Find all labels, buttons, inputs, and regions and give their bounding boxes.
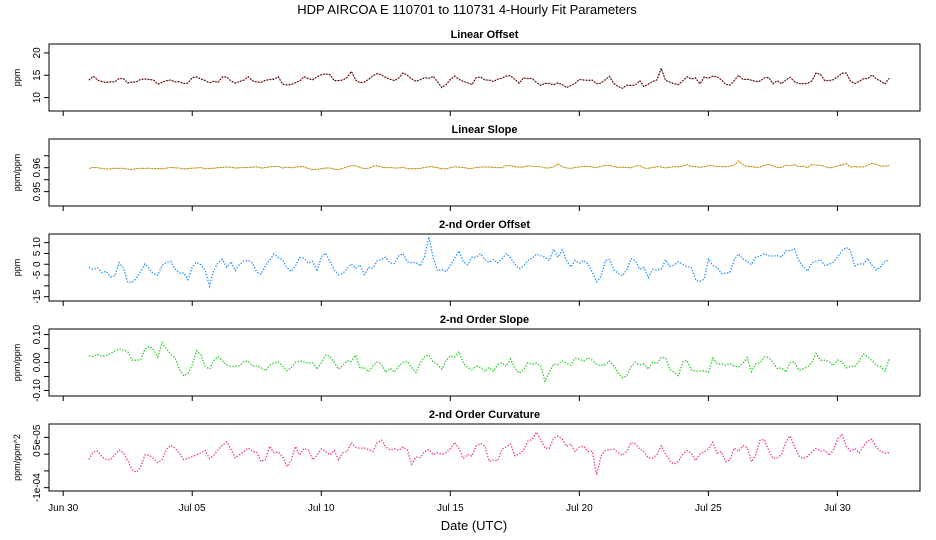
- panel-1: Linear Offset ppm 10 15 20: [12, 29, 921, 116]
- y-tick-label: 5e-05: [32, 424, 43, 450]
- x-tick-label: Jul 05: [179, 503, 206, 514]
- series-line-shadow: [88, 67, 890, 89]
- y-tick-label: -15: [32, 289, 43, 304]
- panel-title: 2-nd Order Slope: [440, 314, 529, 326]
- y-tick-label: -1e-04: [32, 473, 43, 502]
- panel-frame: [48, 423, 921, 492]
- y-tick-label: 0.00: [32, 352, 43, 372]
- series-line: [88, 341, 890, 384]
- panels: Linear Offset ppm 10 15 20 Linear Slope ppm/pp…: [12, 29, 921, 502]
- panel-5: 2-nd Order Curvature ppm/ppm^2 -1e-04 05e-0…: [12, 409, 921, 502]
- x-tick-label: Jun 30: [48, 503, 78, 514]
- panel-2: Linear Slope ppm/ppm 0.95 0.96: [12, 124, 921, 211]
- y-tick-label: 15: [32, 69, 43, 81]
- panel-3: 2-nd Order Offset ppm -15 -5 0 510: [12, 219, 921, 306]
- y-tick-label: 0: [32, 261, 43, 267]
- y-axis-label: ppm: [12, 69, 22, 87]
- y-tick-label: -5: [32, 270, 43, 279]
- x-tick-label: Jul 20: [566, 503, 593, 514]
- x-axis: Jun 30 Jul 05 Jul 10 Jul 15 Jul 20 Jul 25 Jul …: [48, 503, 851, 514]
- series-line: [88, 160, 890, 171]
- panel-4: 2-nd Order Slope ppm/ppm -0.10 0.00 0.10: [12, 314, 921, 402]
- y-tick-label: 20: [32, 47, 43, 59]
- y-axis-label: ppm/ppm: [12, 154, 22, 192]
- x-tick-label: Jul 10: [308, 503, 335, 514]
- y-axis-label: ppm/ppm: [12, 344, 22, 382]
- y-tick-label: 0.96: [32, 158, 43, 178]
- panel-frame: [48, 233, 921, 302]
- y-tick-label: 10: [32, 237, 43, 249]
- y-axis-label: ppm/ppm^2: [12, 434, 22, 481]
- panel-frame: [48, 328, 921, 397]
- y-tick-label: 0.10: [32, 324, 43, 344]
- y-tick-label: 10: [32, 92, 43, 104]
- panel-title: Linear Offset: [451, 29, 519, 41]
- y-axis-label: ppm: [12, 259, 22, 277]
- panel-frame: [48, 138, 921, 207]
- series-line-shadow: [88, 160, 890, 170]
- panel-title: Linear Slope: [451, 124, 517, 136]
- main-title: HDP AIRCOA E 110701 to 110731 4-Hourly F…: [297, 2, 637, 17]
- panel-frame: [48, 43, 921, 112]
- x-axis-label: Date (UTC): [441, 518, 507, 533]
- x-tick-label: Jul 15: [437, 503, 464, 514]
- y-tick-label: -0.10: [32, 379, 43, 402]
- x-tick-label: Jul 30: [824, 503, 851, 514]
- y-tick-label: 0.95: [32, 181, 43, 201]
- y-tick-label: 5: [32, 250, 43, 256]
- series-line: [88, 430, 890, 475]
- y-tick-label: 0: [32, 451, 43, 457]
- x-tick-label: Jul 25: [695, 503, 722, 514]
- series-line: [88, 236, 890, 289]
- panel-title: 2-nd Order Offset: [439, 219, 530, 231]
- panel-title: 2-nd Order Curvature: [429, 409, 540, 421]
